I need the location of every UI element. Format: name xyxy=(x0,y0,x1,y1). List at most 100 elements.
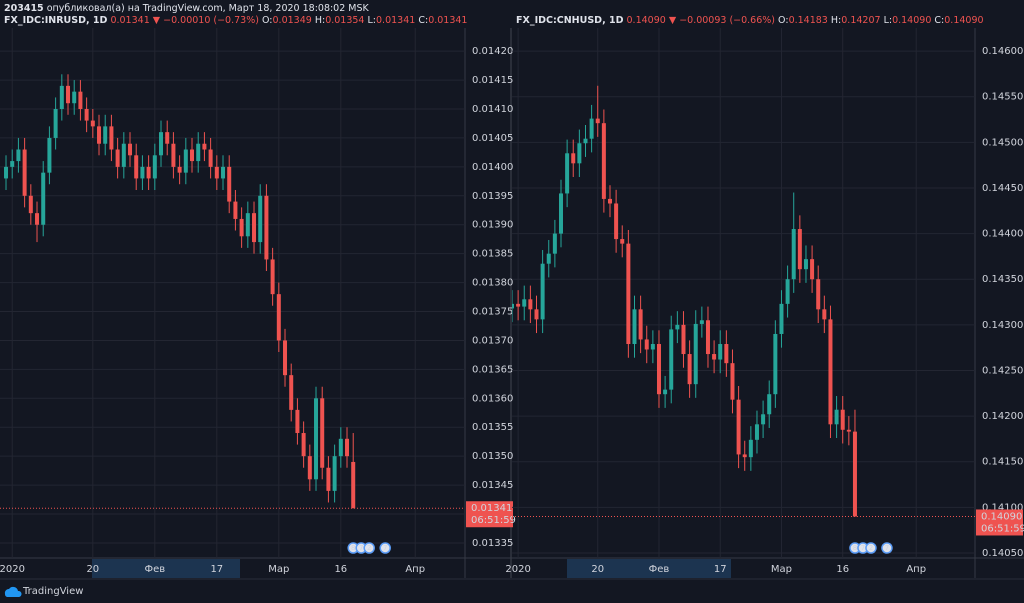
candle-body xyxy=(41,172,46,225)
candle-body xyxy=(577,143,582,164)
header-text: опубликовал(а) на TradingView.com, Март … xyxy=(47,3,370,14)
candle-body xyxy=(614,203,619,240)
y-tick-label: 0.14150 xyxy=(982,457,1023,468)
candle-body xyxy=(810,259,815,280)
candle-body xyxy=(84,109,89,121)
axis-highlight xyxy=(567,559,731,578)
y-tick-label: 0.14200 xyxy=(982,411,1023,422)
candle-body xyxy=(558,193,563,234)
candle-body xyxy=(528,299,533,310)
candle-body xyxy=(140,166,145,179)
candle-body xyxy=(53,109,58,138)
candle-body xyxy=(644,339,649,350)
candle-body xyxy=(314,398,319,480)
candle-body xyxy=(779,303,784,334)
event-label: 2 xyxy=(869,544,873,552)
candle-body xyxy=(583,138,588,144)
candle-body xyxy=(190,149,195,162)
candle-body xyxy=(724,344,729,364)
candle-body xyxy=(345,438,350,457)
legend-value: 0.14207 xyxy=(841,15,880,26)
candle-body xyxy=(196,143,201,162)
y-tick-label: 0.01405 xyxy=(472,133,513,144)
axis-highlight xyxy=(92,559,240,578)
candle-body xyxy=(663,389,668,395)
candle-body xyxy=(589,118,594,139)
legend-symbol: FX_IDC:INRUSD, 1D xyxy=(4,15,108,26)
y-tick-label: 0.14250 xyxy=(982,365,1023,376)
candle-body xyxy=(338,438,343,457)
candle-body xyxy=(165,132,170,144)
candle-body xyxy=(632,309,637,345)
candle-body xyxy=(72,91,77,104)
candle-body xyxy=(840,409,845,430)
candle-body xyxy=(534,309,539,320)
candle-body xyxy=(601,123,606,199)
candle-body xyxy=(828,319,833,425)
candle-body xyxy=(115,149,120,167)
candle-body xyxy=(103,126,108,144)
candle-body xyxy=(10,161,15,167)
y-tick-label: 0.14300 xyxy=(982,320,1023,331)
x-tick-label: 2020 xyxy=(505,564,530,575)
candle-body xyxy=(252,213,257,243)
legend-value: 0.01341 xyxy=(428,15,467,26)
candle-body xyxy=(4,166,9,179)
event-label: 7 xyxy=(861,544,865,552)
candle-body xyxy=(134,155,139,179)
legend-arrow: ▼ xyxy=(669,15,677,26)
candle-body xyxy=(834,409,839,425)
candle-body xyxy=(233,201,238,219)
legend-value: 0.01349 xyxy=(273,15,312,26)
candle-body xyxy=(270,259,275,295)
candle-body xyxy=(699,320,704,324)
legend-value: 0.14183 xyxy=(789,15,828,26)
candle-body xyxy=(785,279,790,304)
candle-body xyxy=(797,229,802,270)
legend-key: O: xyxy=(262,15,273,26)
legend-symbol: FX_IDC:CNHUSD, 1D xyxy=(516,15,624,26)
event-label: 7 xyxy=(359,544,363,552)
x-tick-label: 16 xyxy=(836,564,849,575)
y-tick-label: 0.01355 xyxy=(472,422,513,433)
candle-body xyxy=(90,120,95,127)
candle-body xyxy=(852,431,857,517)
candle-body xyxy=(669,329,674,390)
event-label: 8 xyxy=(853,544,857,552)
y-tick-label: 0.14350 xyxy=(982,274,1023,285)
legend-key: L: xyxy=(884,15,893,26)
candle-body xyxy=(638,309,643,340)
candle-body xyxy=(516,303,521,307)
logo xyxy=(4,586,22,597)
y-tick-label: 0.01375 xyxy=(472,307,513,318)
event-label: 7 xyxy=(885,544,889,552)
x-tick-label: 2020 xyxy=(0,564,25,575)
candle-body xyxy=(320,398,325,468)
candle-body xyxy=(109,126,114,150)
y-tick-label: 0.01350 xyxy=(472,451,513,462)
candle-body xyxy=(712,354,717,360)
x-tick-label: Мар xyxy=(268,564,289,575)
event-label: 2 xyxy=(367,544,371,552)
price-box-label: 0.14090 xyxy=(981,511,1022,522)
y-tick-label: 0.14600 xyxy=(982,46,1023,57)
candle-body xyxy=(264,195,269,260)
candle-body xyxy=(177,166,182,173)
x-tick-label: Апр xyxy=(405,564,425,575)
y-tick-label: 0.14400 xyxy=(982,229,1023,240)
candle-body xyxy=(16,149,21,162)
y-tick-label: 0.01415 xyxy=(472,75,513,86)
legend-price: 0.14090 xyxy=(627,15,666,26)
candle-body xyxy=(152,155,157,179)
event-label: 8 xyxy=(351,544,355,552)
candle-body xyxy=(326,467,331,491)
y-tick-label: 0.01370 xyxy=(472,335,513,346)
legend-value: 0.01341 xyxy=(376,15,415,26)
price-box-label: 0.01341 xyxy=(471,503,512,514)
candle-body xyxy=(171,143,176,167)
candle-body xyxy=(791,229,796,280)
candle-body xyxy=(565,153,570,194)
candle-body xyxy=(546,253,551,264)
event-marker xyxy=(363,542,375,554)
